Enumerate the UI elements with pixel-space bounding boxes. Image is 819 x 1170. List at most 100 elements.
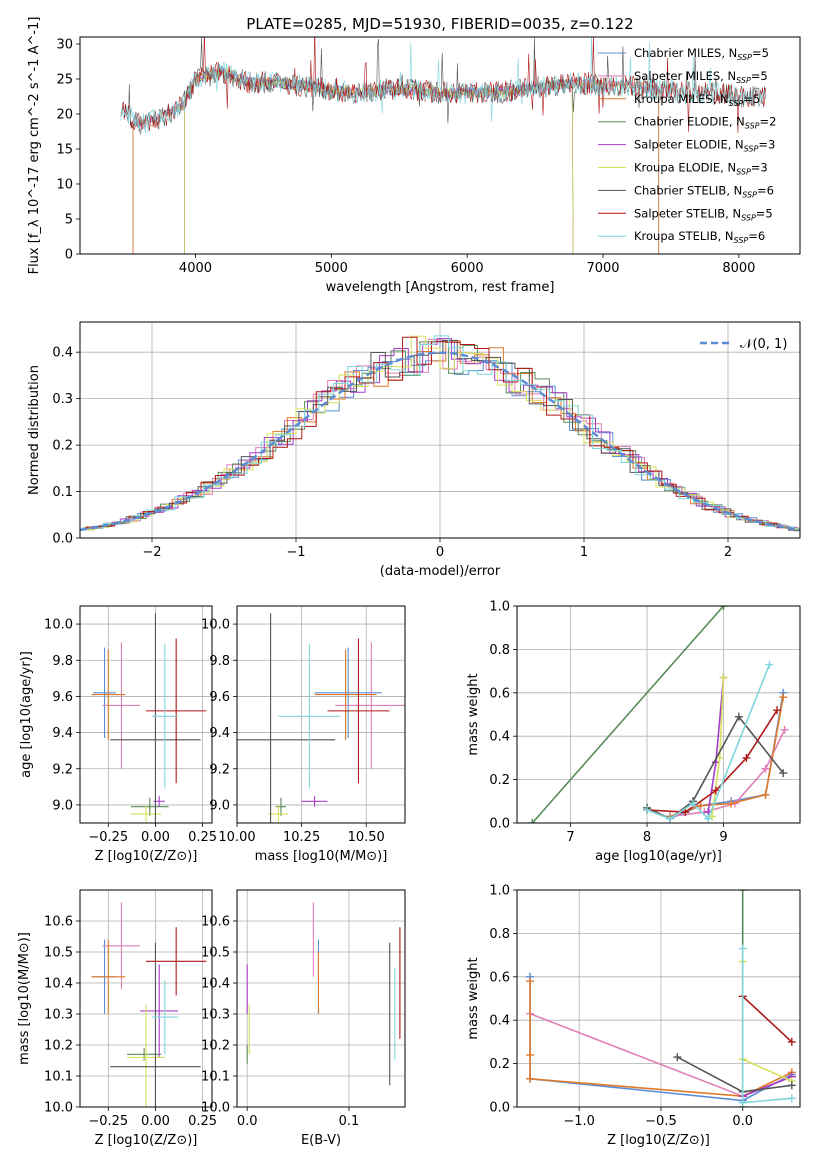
x-tick-label: 0.00: [141, 1114, 170, 1129]
axes-frame: [79, 605, 213, 824]
legend-entry: Chabrier MILES, NSSP=5: [634, 46, 769, 62]
mass-weight-marker: [704, 814, 713, 823]
axes-frame: [79, 889, 213, 1108]
y-tick-label: 9.2: [209, 762, 230, 777]
mass-weight-marker: [526, 1074, 535, 1083]
axes-frame: [236, 605, 406, 824]
mass-weight-marker: [665, 814, 674, 823]
x-tick-label: 0.0: [732, 1114, 753, 1129]
mass-weight-marker: [787, 1037, 796, 1046]
legend-entry: 𝒩(0, 1): [740, 337, 787, 352]
panel-mass-vs-Z: −0.25 0.00 0.25 10.0 10.1 10.2 10.3 10.4 10.5 10.…: [17, 889, 217, 1148]
y-tick-label: 0.8: [489, 927, 510, 942]
y-tick-label: 20: [56, 108, 73, 123]
y-tick-label: 0.3: [52, 392, 73, 407]
y-tick-label: 0: [65, 248, 73, 263]
y-tick-label: 10.0: [44, 618, 73, 633]
x-tick-label: 2: [724, 545, 732, 560]
legend: Chabrier MILES, NSSP=5 Salpeter MILES, NS…: [598, 46, 776, 245]
y-tick-label: 10.2: [201, 1039, 230, 1054]
y-tick-label: 10.3: [44, 1008, 73, 1023]
figure-title: PLATE=0285, MJD=51930, FIBERID=0035, z=0…: [246, 15, 633, 33]
y-tick-label: 10.5: [44, 946, 73, 961]
y-axis-label: Normed distribution: [27, 365, 42, 495]
plot-area: [237, 613, 405, 823]
x-tick-label: 0: [436, 545, 444, 560]
x-tick-label: 8000: [722, 261, 755, 276]
y-tick-label: 0.0: [489, 1101, 510, 1116]
panel-age-vs-Z: −0.25 0.00 0.25 9.0 9.2 9.4 9.6 9.8 10.0 Z [log10…: [19, 605, 217, 864]
y-tick-label: 10.6: [201, 915, 230, 930]
mass-weight-marker: [742, 753, 751, 762]
y-tick-label: 9.6: [52, 690, 73, 705]
mass-weight-marker: [711, 786, 720, 795]
y-tick-label: 0.4: [489, 1014, 510, 1029]
x-tick-label: −0.5: [645, 1114, 677, 1129]
mass-weight-marker: [526, 977, 535, 986]
x-tick-label: −1.0: [563, 1114, 595, 1129]
y-tick-label: 25: [56, 73, 73, 88]
axes-frame: [236, 889, 406, 1108]
y-tick-label: 0.6: [489, 970, 510, 985]
y-tick-label: 10.0: [201, 1101, 230, 1116]
panel-spectrum: 4000 5000 6000 7000 8000 0 5 10 15 20 25 30 waveleng…: [27, 17, 801, 295]
y-tick-label: 0.1: [52, 485, 73, 500]
axes-frame: [79, 321, 801, 539]
y-axis-label: Flux [f_λ 10^-17 erg cm^-2 s^-1 A^-1]: [27, 17, 42, 275]
mass-weight-line: [742, 1075, 793, 1097]
plot-area: [526, 890, 796, 1107]
mass-weight-marker: [719, 673, 728, 682]
mass-weight-line: [742, 995, 793, 1043]
y-tick-label: 10.1: [44, 1070, 73, 1085]
y-tick-label: 10.4: [201, 977, 230, 992]
histogram-series: [91, 338, 800, 531]
x-tick-label: 10.25: [283, 830, 320, 845]
y-tick-label: 0.6: [489, 686, 510, 701]
panel-age-vs-mass: 10.00 10.25 10.50 9.0 9.2 9.4 9.6 9.8 10.0 mass […: [201, 605, 406, 864]
y-axis-label: mass [log10(M/M⊙)]: [17, 932, 32, 1065]
y-tick-label: 10.3: [201, 1008, 230, 1023]
y-tick-label: 0.2: [489, 1057, 510, 1072]
plot-area: [91, 613, 207, 823]
x-tick-label: −2: [142, 545, 161, 560]
mass-weight-marker: [738, 890, 747, 894]
panel-mass-weight-vs-age: 7 8 9 0.0 0.2 0.4 0.6 0.8 1.0 age [log10(age/yr)]…: [466, 600, 801, 864]
x-tick-label: −1: [286, 545, 305, 560]
x-axis-label: Z [log10(Z/Z⊙)]: [607, 1133, 710, 1148]
x-axis-label: Z [log10(Z/Z⊙)]: [95, 849, 198, 864]
plot-area: [80, 335, 800, 532]
x-axis-label: wavelength [Angstrom, rest frame]: [326, 280, 555, 295]
panel-residuals: −2 −1 0 1 2 0.0 0.1 0.2 0.3 0.4 (data-model)/error…: [27, 321, 801, 579]
plot-area: [120, 37, 766, 254]
y-tick-label: 10.6: [44, 915, 73, 930]
y-tick-label: 0.2: [52, 439, 73, 454]
x-tick-label: 0.25: [188, 1114, 217, 1129]
mass-weight-marker: [765, 660, 774, 669]
y-tick-label: 0.0: [489, 817, 510, 832]
x-tick-label: 1: [580, 545, 588, 560]
plot-area: [528, 606, 789, 823]
x-tick-label: 8: [643, 830, 651, 845]
mass-weight-marker: [787, 1081, 796, 1090]
x-axis-label: mass [log10(M/M⊙)]: [255, 849, 388, 864]
mass-weight-marker: [696, 801, 705, 810]
mass-weight-marker: [779, 769, 788, 778]
x-tick-label: 6000: [451, 261, 484, 276]
mass-weight-marker: [779, 693, 788, 702]
y-tick-label: 9.8: [52, 654, 73, 669]
y-tick-label: 30: [56, 38, 73, 53]
x-tick-label: −0.25: [88, 830, 128, 845]
mass-weight-marker: [738, 1098, 747, 1107]
y-tick-label: 0.2: [489, 773, 510, 788]
y-tick-label: 10.0: [44, 1101, 73, 1116]
y-tick-label: 0.4: [52, 346, 73, 361]
y-tick-label: 9.2: [52, 762, 73, 777]
x-tick-label: 0.1: [339, 1114, 360, 1129]
x-axis-label: E(B-V): [301, 1133, 341, 1148]
y-tick-label: 9.4: [209, 726, 230, 741]
y-tick-label: 0.4: [489, 730, 510, 745]
axes-frame: [516, 889, 801, 1108]
mass-weight-marker: [719, 606, 728, 610]
y-tick-label: 10.2: [44, 1039, 73, 1054]
panel-mass-weight-vs-Z: −1.0 −0.5 0.0 0.0 0.2 0.4 0.6 0.8 1.0 Z [log10(Z/…: [466, 884, 801, 1148]
